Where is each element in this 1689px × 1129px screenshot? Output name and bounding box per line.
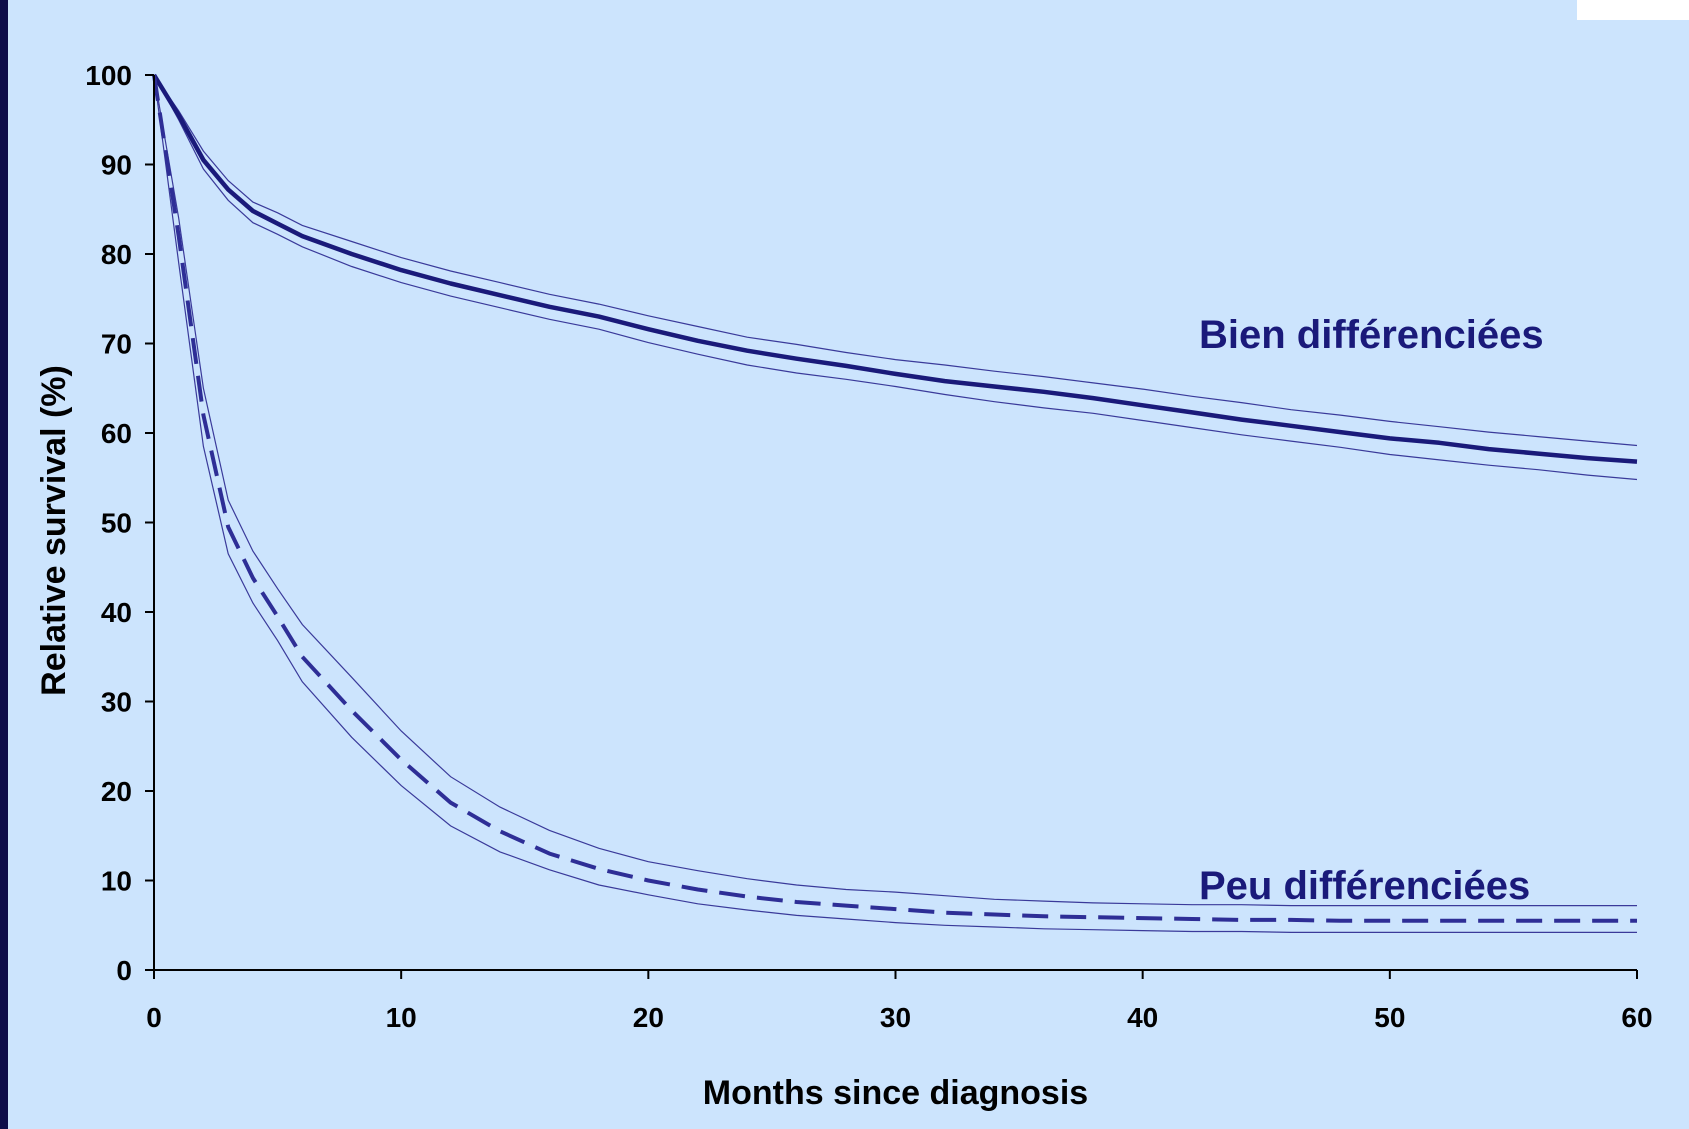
series-2-label: Peu différenciées bbox=[1199, 864, 1530, 908]
corner-logo bbox=[1577, 0, 1689, 20]
x-ticks: 0 10 20 30 40 50 60 bbox=[146, 970, 1653, 1033]
y-tick-label: 0 bbox=[116, 955, 132, 986]
x-tick-label: 40 bbox=[1127, 1002, 1158, 1033]
y-tick-label: 70 bbox=[101, 329, 132, 360]
series-1-line bbox=[152, 73, 1638, 464]
y-tick-label: 20 bbox=[101, 776, 132, 807]
x-tick-label: 50 bbox=[1374, 1002, 1405, 1033]
series-2-ci-lower-line bbox=[153, 74, 1637, 933]
x-tick-label: 0 bbox=[146, 1002, 162, 1033]
y-tick-label: 60 bbox=[101, 418, 132, 449]
chart-panel bbox=[8, 0, 1689, 1129]
y-tick-label: 50 bbox=[101, 508, 132, 539]
y-tick-label: 40 bbox=[101, 597, 132, 628]
series-2-line bbox=[152, 74, 1637, 923]
y-ticks: 0 10 20 30 40 50 60 70 80 90 100 bbox=[85, 60, 154, 986]
x-tick-label: 30 bbox=[880, 1002, 911, 1033]
series-lines bbox=[152, 73, 1638, 923]
x-tick-label: 20 bbox=[633, 1002, 664, 1033]
y-tick-label: 30 bbox=[101, 687, 132, 718]
series-labels: Bien différenciées Peu différenciées bbox=[1199, 313, 1544, 908]
x-tick-label: 60 bbox=[1621, 1002, 1652, 1033]
series-1-ci-upper-line bbox=[153, 74, 1638, 447]
y-tick-label: 100 bbox=[85, 60, 132, 91]
x-axis-title: Months since diagnosis bbox=[703, 1074, 1088, 1112]
y-tick-label: 90 bbox=[101, 150, 132, 181]
y-tick-label: 10 bbox=[101, 866, 132, 897]
y-tick-label: 80 bbox=[101, 239, 132, 270]
confidence-interval-lines bbox=[153, 74, 1638, 933]
y-axis-title: Relative survival (%) bbox=[35, 365, 73, 696]
x-tick-label: 10 bbox=[386, 1002, 417, 1033]
series-2-ci-upper-line bbox=[153, 74, 1637, 907]
series-1-ci-lower-line bbox=[153, 74, 1638, 481]
axes bbox=[153, 75, 1637, 971]
series-1-label: Bien différenciées bbox=[1199, 313, 1544, 357]
